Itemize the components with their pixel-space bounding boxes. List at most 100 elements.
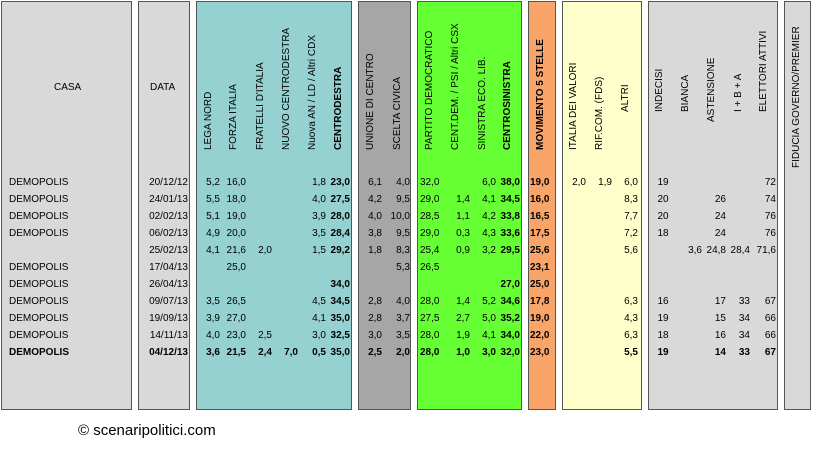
cell-ind: 19	[657, 177, 669, 188]
header-italia-dei-valori: ITALIA DEI VALORI	[568, 62, 579, 150]
header-indecisi: INDECISI	[654, 68, 665, 112]
cell-casa: DEMOPOLIS	[9, 347, 70, 358]
cell-ast: 14	[714, 347, 726, 358]
cell-data: 19/09/13	[149, 313, 188, 324]
cell-m5s: 25,0	[530, 279, 550, 290]
cell-el: 71,6	[756, 245, 776, 256]
header-nuovo-centrodestra: NUOVO CENTRODESTRA	[281, 27, 292, 150]
cell-el: 74	[764, 194, 776, 205]
cell-altri: 5,5	[624, 347, 638, 358]
header-fiducia: FIDUCIA GOVERNO/PREMIER	[791, 26, 802, 168]
cell-udc: 3,8	[368, 228, 382, 239]
cell-sel: 3,2	[482, 245, 496, 256]
cell-fi: 26,5	[226, 296, 246, 307]
header-data: DATA	[150, 82, 176, 93]
cell-sc: 9,5	[396, 228, 410, 239]
cell-m5s: 16,5	[530, 211, 550, 222]
cell-fi: 19,0	[226, 211, 246, 222]
cell-casa: DEMOPOLIS	[9, 228, 69, 239]
cell-an: 3,5	[312, 228, 326, 239]
cell-casa: DEMOPOLIS	[9, 177, 69, 188]
header-centrosinistra: CENTROSINISTRA	[502, 61, 513, 150]
cell-pd: 28,0	[420, 296, 440, 307]
cell-cdem: 1,1	[456, 211, 470, 222]
cell-pd: 28,0	[420, 330, 440, 341]
cell-data: 26/04/13	[149, 279, 188, 290]
cell-ln: 4,9	[206, 228, 220, 239]
cell-cdx: 34,0	[330, 279, 350, 290]
cell-ind: 18	[657, 330, 669, 341]
cell-an: 3,9	[312, 211, 326, 222]
cell-ibpa: 34	[738, 313, 750, 324]
header-sinistra-eco: SINISTRA ECO. LIB.	[477, 56, 488, 150]
cell-casa: DEMOPOLIS	[9, 279, 69, 290]
cell-fi: 25,0	[226, 262, 246, 273]
header-unione-di-centro: UNIONE DI CENTRO	[365, 53, 376, 150]
cell-ast: 24,8	[706, 245, 726, 256]
cell-altri: 4,3	[624, 313, 638, 324]
cell-csx: 33,8	[500, 211, 520, 222]
cell-casa: DEMOPOLIS	[9, 313, 69, 324]
cell-csx: 33,6	[500, 228, 520, 239]
cell-udc: 2,5	[368, 347, 382, 358]
cell-altri: 6,3	[624, 330, 638, 341]
header-fratelli-ditalia: FRATELLI D'ITALIA	[255, 62, 266, 150]
cell-pd: 32,0	[420, 177, 440, 188]
panel-fiducia	[784, 1, 811, 410]
cell-cdem: 1,4	[456, 194, 470, 205]
panel-altri	[562, 1, 642, 410]
cell-an: 0,5	[312, 347, 326, 358]
cell-cdx: 35,0	[330, 347, 350, 358]
cell-ibpa: 33	[738, 347, 750, 358]
cell-ast: 24	[714, 228, 726, 239]
cell-data: 25/02/13	[149, 245, 188, 256]
cell-casa: DEMOPOLIS	[9, 330, 69, 341]
cell-ln: 3,9	[206, 313, 220, 324]
cell-an: 1,5	[312, 245, 326, 256]
cell-pd: 26,5	[420, 262, 440, 273]
cell-fi: 21,5	[226, 347, 246, 358]
header-astensione: ASTENSIONE	[706, 57, 717, 122]
cell-cdem: 2,7	[456, 313, 470, 324]
cell-sc: 3,7	[396, 313, 410, 324]
cell-sc: 5,3	[396, 262, 410, 273]
cell-cdem: 1,4	[456, 296, 470, 307]
cell-cdx: 27,5	[330, 194, 350, 205]
cell-cdx: 29,2	[330, 245, 350, 256]
header-partito-democratico: PARTITO DEMOCRATICO	[424, 30, 435, 150]
cell-pd: 25,4	[420, 245, 440, 256]
panel-m5s	[528, 1, 556, 410]
cell-udc: 1,8	[368, 245, 382, 256]
cell-pd: 28,5	[420, 211, 440, 222]
panel-centro	[358, 1, 411, 410]
cell-sc: 8,3	[396, 245, 410, 256]
panel-casa	[1, 1, 132, 410]
cell-altri: 7,2	[624, 228, 638, 239]
cell-m5s: 19,0	[530, 177, 550, 188]
header-forza-italia: FORZA ITALIA	[228, 84, 239, 150]
cell-m5s: 17,8	[530, 296, 550, 307]
cell-bia: 3,6	[688, 245, 702, 256]
cell-csx: 34,6	[500, 296, 520, 307]
cell-ind: 19	[657, 347, 669, 358]
cell-data: 20/12/12	[149, 177, 188, 188]
cell-udc: 4,0	[368, 211, 382, 222]
panel-elettori	[648, 1, 778, 410]
cell-cdx: 34,5	[330, 296, 350, 307]
cell-data: 17/04/13	[149, 262, 188, 273]
cell-an: 1,8	[312, 177, 326, 188]
cell-udc: 3,0	[368, 330, 382, 341]
cell-data: 24/01/13	[149, 194, 188, 205]
cell-fi: 23,0	[226, 330, 246, 341]
cell-cdx: 28,0	[330, 211, 350, 222]
cell-sc: 10,0	[390, 211, 410, 222]
cell-ind: 19	[657, 313, 669, 324]
cell-csx: 35,2	[500, 313, 520, 324]
cell-sel: 6,0	[482, 177, 496, 188]
cell-el: 67	[764, 296, 776, 307]
cell-cdx: 35,0	[330, 313, 350, 324]
cell-fdi: 2,4	[258, 347, 272, 358]
cell-ast: 24	[714, 211, 726, 222]
cell-rif: 1,9	[598, 177, 612, 188]
panel-centrosinistra	[417, 1, 522, 410]
